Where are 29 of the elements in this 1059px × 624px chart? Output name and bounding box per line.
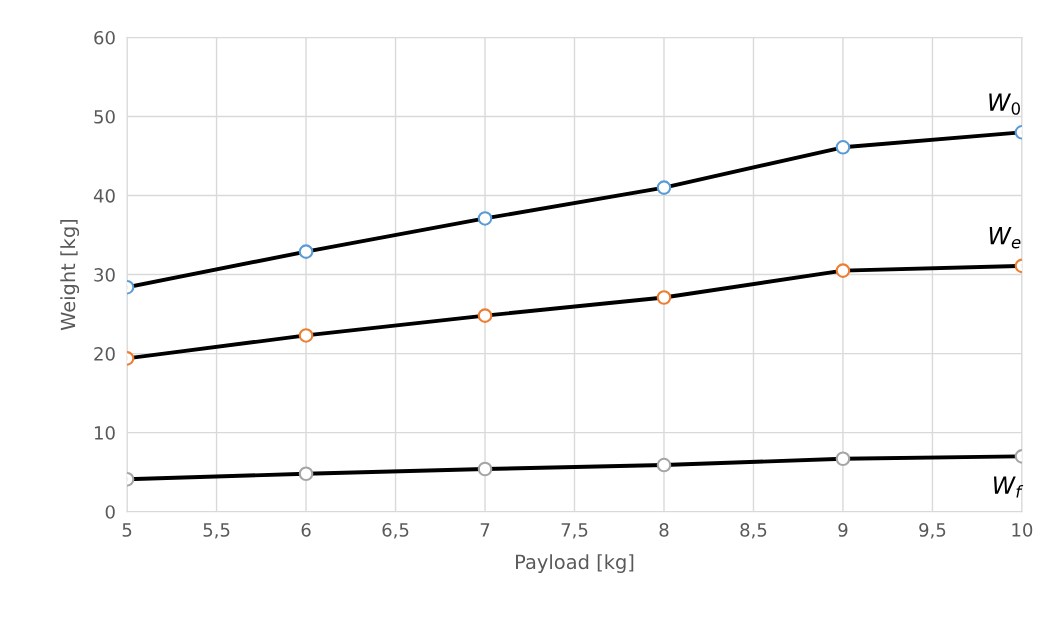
point [656,180,672,195]
x-tick-label: 5 [122,523,132,537]
x-tick-label: 7 [480,523,490,537]
point [656,290,672,305]
x-tick-label: 6 [301,523,311,537]
point [477,308,493,323]
x-tick-label: 10 [1012,523,1033,537]
y-tick-label: 40 [93,188,115,203]
x-tick-label: 8,5 [740,523,767,539]
x-tick-label: 8 [659,523,669,537]
y-tick-label: 0 [105,505,115,519]
x-tick-label: 9,5 [919,523,946,539]
y-tick-label: 60 [94,30,115,45]
point [477,461,493,477]
y-tick-label: 50 [94,109,115,124]
x-tick-label: 6,5 [382,523,409,539]
point [656,457,672,473]
series-label: W$_{0}$ [989,93,1020,115]
x-tick-label: 9 [838,523,848,537]
series-label: W$_{e}$ [989,227,1021,249]
y-tick-label: 20 [94,347,115,361]
x-axis-title: Payload [kg] [516,554,634,573]
series-label: W$_{f}$ [993,476,1024,498]
y-tick-label: 30 [94,268,115,282]
y-tick-label: 10 [94,426,115,440]
point [477,211,493,226]
x-tick-label: 7,5 [561,523,588,539]
x-tick-label: 5,5 [203,523,230,539]
y-axis-title: Weight [kg] [60,219,80,331]
